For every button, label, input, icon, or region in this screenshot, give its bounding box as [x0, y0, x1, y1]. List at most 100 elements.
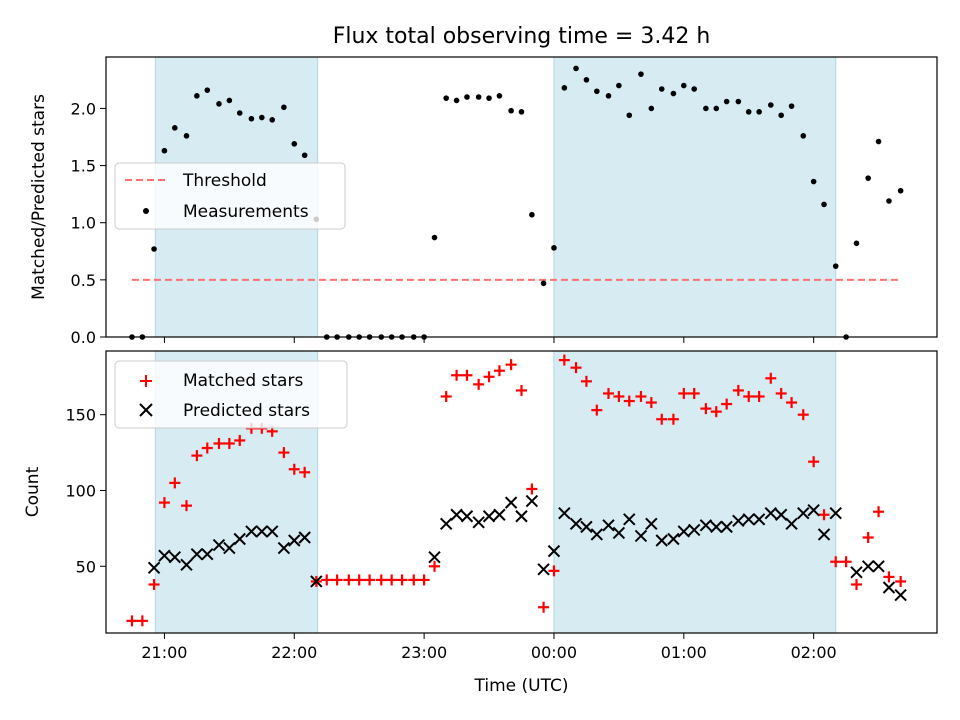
predicted-star-marker: [439, 517, 453, 531]
predicted-star-marker: [298, 531, 311, 544]
matched-star-marker: [850, 578, 862, 590]
matched-star-marker: [158, 497, 170, 509]
top-panel: 0.00.51.01.52.0 Matched/Predicted stars …: [29, 56, 938, 347]
predicted-star-marker: [829, 507, 842, 520]
matched-star-marker: [331, 574, 343, 586]
predicted-star-marker: [785, 517, 798, 531]
predicted-star-marker: [558, 507, 571, 520]
predicted-star-marker: [882, 581, 896, 594]
measurement-point: [745, 109, 752, 115]
predicted-star-marker: [732, 514, 745, 528]
measurement-point: [508, 107, 514, 114]
measurement-point: [561, 85, 568, 91]
matched-star-marker: [580, 375, 592, 387]
predicted-star-marker: [752, 513, 766, 526]
predicted-star-marker: [774, 508, 788, 521]
predicted-star-marker: [265, 525, 279, 538]
matched-star-marker: [526, 483, 538, 495]
predicted-star-marker: [288, 534, 301, 547]
x-tick-label-5: 02:00: [791, 643, 837, 662]
matched-star-marker: [418, 574, 430, 586]
matched-star-marker: [375, 574, 387, 586]
measurement-point: [301, 152, 308, 159]
predicted-star-marker: [602, 519, 615, 532]
measurement-point: [583, 77, 590, 83]
matched-star-marker: [234, 434, 246, 446]
predicted-star-marker: [212, 538, 226, 552]
matched-star-marker: [570, 362, 582, 374]
top-y-tick-label-3: 1.5: [71, 157, 96, 176]
measurement-point: [475, 94, 482, 100]
matched-star-marker: [440, 390, 452, 402]
matched-star-marker: [678, 387, 690, 399]
measurement-point: [194, 93, 200, 99]
matched-star-marker: [645, 397, 657, 409]
predicted-star-marker: [612, 526, 626, 540]
bottom-legend: Matched stars Predicted stars: [114, 360, 348, 429]
matched-star-marker: [343, 574, 355, 586]
measurement-point: [681, 82, 687, 89]
matched-star-marker: [126, 615, 138, 627]
bottom-y-axis-label: Count: [23, 466, 43, 517]
predicted-star-marker: [634, 529, 648, 543]
top-y-axis: 0.0 0.5 1.0 1.5 2.0: [71, 99, 106, 347]
predicted-star-marker: [310, 575, 323, 588]
measurement-point: [226, 97, 233, 104]
measurement-point: [518, 109, 525, 115]
matched-star-marker: [688, 387, 700, 399]
top-y-tick-label-2: 1.0: [71, 214, 96, 233]
predicted-star-marker: [872, 560, 885, 573]
bottom-x-axis: 21:00 22:00 23:00 00:00 01:00 02:00: [141, 633, 837, 662]
top-y-tick-label-0: 0.0: [71, 328, 96, 347]
matched-star-marker: [765, 372, 777, 384]
matched-star-marker: [473, 378, 485, 390]
matched-star-marker: [667, 413, 679, 425]
predicted-star-marker: [861, 560, 875, 573]
matched-star-marker: [288, 463, 300, 475]
measurement-point: [529, 211, 535, 218]
predicted-star-marker: [667, 532, 680, 546]
measurement-point: [810, 178, 817, 185]
matched-star-marker: [743, 390, 755, 402]
measurement-point: [723, 98, 730, 105]
measurement-point: [151, 246, 157, 252]
predicted-star-marker: [710, 520, 723, 534]
matched-star-marker: [483, 371, 495, 383]
measurement-point: [658, 86, 665, 92]
predicted-star-marker: [460, 510, 474, 523]
x-tick-label-1: 22:00: [271, 643, 317, 662]
measurement-point: [648, 105, 655, 112]
predicted-star-marker: [645, 517, 658, 531]
matched-star-marker: [353, 574, 365, 586]
measurement-point: [453, 97, 460, 104]
predicted-star-marker: [720, 520, 733, 534]
measurement-point: [291, 141, 298, 147]
matched-star-marker: [883, 571, 895, 583]
matched-star-marker: [548, 565, 560, 577]
measurement-point: [626, 112, 633, 119]
top-legend: Threshold Measurements: [114, 162, 346, 230]
predicted-star-marker: [428, 550, 441, 564]
predicted-star-marker: [687, 523, 701, 537]
matched-star-marker: [753, 390, 765, 402]
measurement-point: [594, 88, 600, 95]
measurement-point: [897, 187, 904, 194]
top-y-tick-label-1: 0.5: [71, 271, 96, 290]
matched-star-marker: [451, 369, 463, 381]
measurement-point: [216, 101, 222, 107]
matched-star-marker: [191, 450, 203, 462]
matched-star-marker: [136, 615, 148, 627]
predicted-star-marker: [482, 510, 496, 523]
measurement-point: [800, 133, 807, 139]
predicted-star-marker: [168, 550, 182, 564]
matched-star-marker: [895, 575, 907, 587]
matched-star-marker: [148, 578, 160, 590]
x-tick-label-2: 23:00: [401, 643, 447, 662]
predicted-star-marker: [515, 510, 528, 523]
measurement-point: [886, 198, 892, 204]
predicted-star-marker: [201, 547, 214, 561]
legend-predicted-label: Predicted stars: [183, 401, 310, 421]
predicted-star-marker: [525, 494, 539, 508]
predicted-star-marker: [180, 558, 193, 571]
